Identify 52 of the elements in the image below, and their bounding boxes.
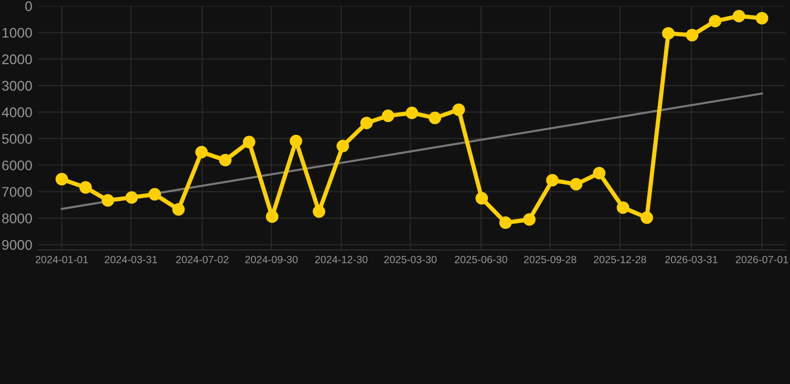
point: [336, 140, 350, 152]
y-tick-label: 3000: [2, 80, 32, 91]
point: [102, 194, 114, 207]
y-tick-label: 9000: [2, 240, 32, 250]
point: [686, 28, 698, 42]
point: [640, 211, 654, 224]
point: [452, 103, 465, 116]
x-tick-label: 2025-12-28: [594, 256, 646, 264]
x-tick-label: 2026-07-01: [736, 256, 788, 264]
point: [428, 112, 442, 124]
y-tick-label: 0: [25, 1, 32, 12]
x-tick-label: 2024-09-30: [245, 256, 298, 264]
point: [708, 14, 722, 28]
point: [56, 172, 68, 186]
x-tick-label: 2025-03-30: [384, 256, 437, 264]
x-tick-label: 2024-03-31: [104, 256, 158, 264]
point: [312, 205, 326, 218]
point: [148, 188, 161, 201]
point: [756, 12, 768, 24]
y-tick-label: 2000: [2, 54, 32, 64]
x-tick-label: 2025-06-30: [454, 256, 508, 264]
point: [79, 181, 92, 194]
point: [499, 216, 512, 229]
point: [195, 146, 208, 158]
point: [523, 213, 536, 226]
point: [172, 203, 185, 216]
point: [360, 116, 373, 130]
point: [662, 27, 675, 40]
point: [570, 178, 582, 190]
y-tick-label: 4000: [2, 107, 32, 118]
point: [732, 10, 746, 22]
y-tick-label: 8000: [2, 214, 32, 224]
point: [266, 210, 278, 223]
x-tick-label: 2025-09-28: [524, 256, 576, 264]
point: [616, 201, 630, 214]
point: [546, 174, 559, 186]
point: [406, 106, 418, 120]
x-tick-label: 2024-12-30: [315, 256, 368, 264]
y-tick-label: 5000: [2, 134, 32, 144]
point: [382, 110, 394, 122]
y-tick-label: 6000: [2, 160, 32, 170]
point: [242, 136, 256, 148]
x-tick-label: 2024-07-02: [176, 256, 228, 264]
point: [475, 192, 488, 205]
y-tick-label: 1000: [2, 28, 32, 38]
x-tick-label: 2024-01-01: [36, 256, 88, 264]
point: [219, 154, 232, 166]
point: [592, 166, 606, 180]
point: [125, 191, 138, 204]
x-tick-label: 2026-03-31: [665, 256, 718, 264]
point: [290, 134, 302, 148]
y-tick-label: 7000: [2, 186, 32, 197]
